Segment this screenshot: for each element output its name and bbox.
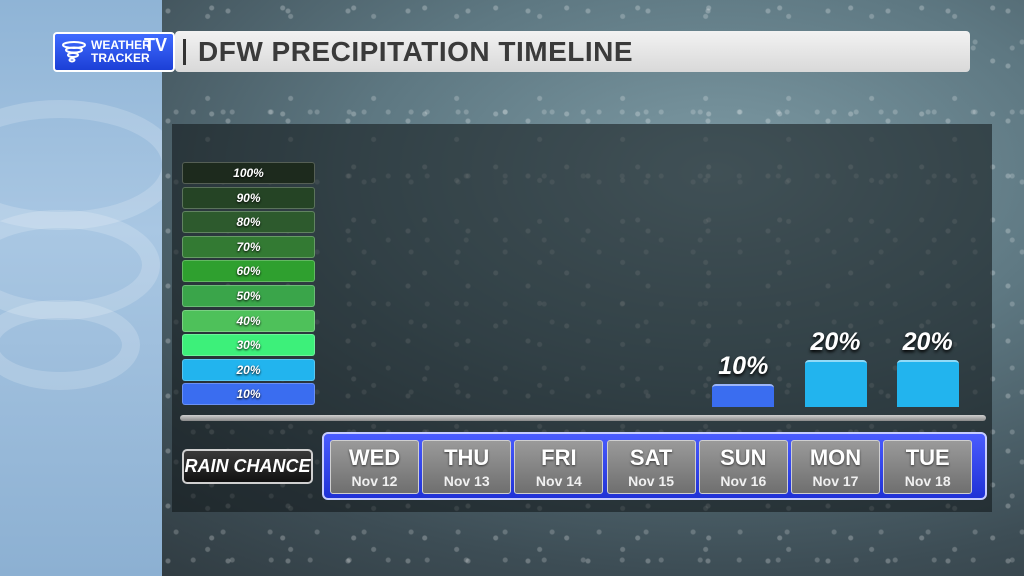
day-date: Nov 17 <box>812 473 859 489</box>
legend-item: 40% <box>182 309 315 332</box>
day-of-week: TUE <box>905 445 950 470</box>
left-decor-panel <box>0 0 162 576</box>
chart-baseline <box>180 415 986 421</box>
day-cell-sat: SAT Nov 15 <box>606 440 696 494</box>
page-title: DFW PRECIPITATION TIMELINE <box>198 35 634 67</box>
legend-item: 30% <box>182 334 315 357</box>
day-of-week: MON <box>809 445 862 470</box>
days-frame: WED Nov 12 THU Nov 13 FRI Nov 14 SAT Nov 15 SUN N… <box>322 432 987 500</box>
bar-sun <box>712 383 775 407</box>
legend-item: 80% <box>182 211 315 234</box>
logo-tv: TV <box>143 35 167 55</box>
day-date: Nov 12 <box>351 473 398 489</box>
day-cell-mon: MON Nov 17 <box>791 440 880 494</box>
bar-tue <box>896 360 959 407</box>
bar-label-sun: 10% <box>718 351 769 380</box>
day-cell-sun: SUN Nov 16 <box>698 440 788 494</box>
bar-label-tue: 20% <box>902 328 953 356</box>
legend-item: 90% <box>182 186 315 209</box>
header-bar: DFW PRECIPITATION TIMELINE <box>175 31 970 72</box>
day-of-week: SAT <box>629 445 673 470</box>
legend-item: 20% <box>182 358 315 381</box>
logo-text: WEATHER TRACKER <box>91 39 151 65</box>
day-of-week: SUN <box>720 445 767 470</box>
day-date: Nov 16 <box>720 473 767 489</box>
header-separator <box>183 38 186 65</box>
legend-item: 60% <box>182 260 315 283</box>
legend-item: 70% <box>182 235 315 258</box>
day-cell-fri: FRI Nov 14 <box>514 440 604 494</box>
day-of-week: FRI <box>541 445 577 470</box>
day-of-week: THU <box>444 445 490 470</box>
logo-line-1: WEATHER <box>91 38 151 52</box>
tornado-icon <box>62 41 86 63</box>
weather-tracker-logo: WEATHER TRACKER TV <box>53 32 175 72</box>
swirl-decor <box>0 300 140 390</box>
day-date: Nov 13 <box>443 473 490 489</box>
legend-item: 10% <box>182 383 315 406</box>
legend-item: 100% <box>182 162 315 184</box>
day-of-week: WED <box>348 445 401 470</box>
day-cell-tue: TUE Nov 18 <box>883 440 973 494</box>
day-date: Nov 18 <box>904 473 951 489</box>
day-date: Nov 15 <box>628 473 675 489</box>
bar-label-mon: 20% <box>810 328 861 356</box>
bar-mon <box>804 360 867 407</box>
day-cell-wed: WED Nov 12 <box>330 440 419 494</box>
legend-item: 50% <box>182 284 315 307</box>
legend: 100% 90% 80% 70% 60% 50% 40% 30% 20% 10% <box>182 162 315 408</box>
rain-chance-label: RAIN CHANCE <box>182 449 313 484</box>
logo-line-2: TRACKER <box>91 51 150 65</box>
day-cell-thu: THU Nov 13 <box>422 440 512 494</box>
day-date: Nov 14 <box>535 473 582 489</box>
